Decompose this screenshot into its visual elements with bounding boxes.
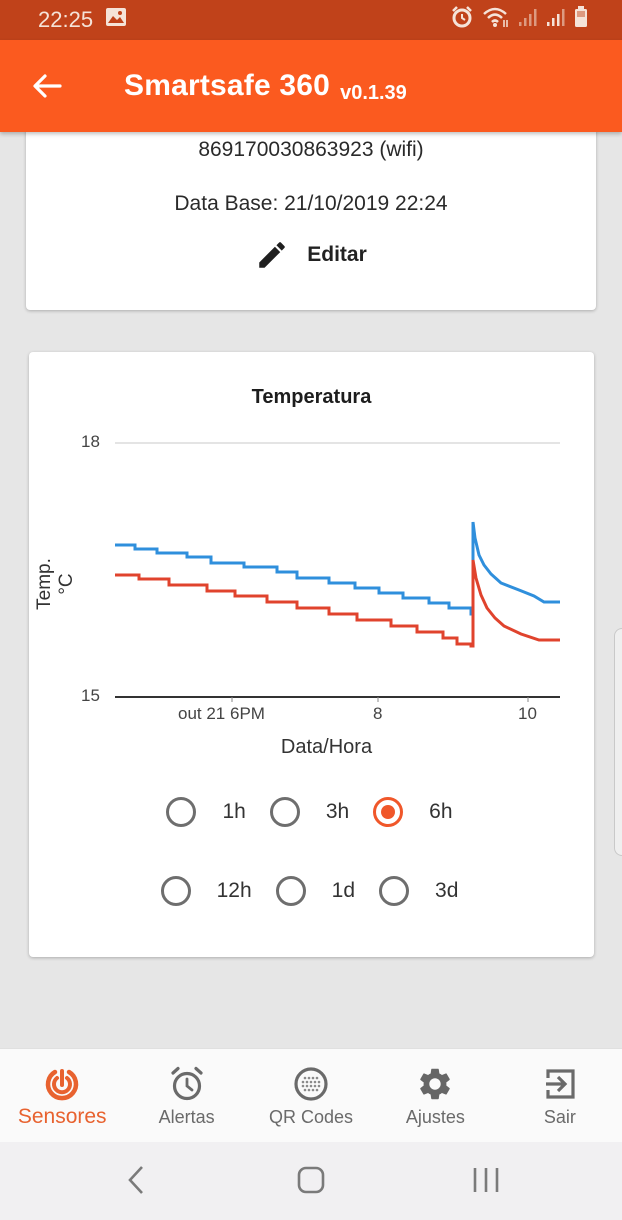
recent-apps-icon (473, 1168, 499, 1192)
alarm-icon (450, 5, 474, 35)
nav-item-qr-codes[interactable]: QR Codes (249, 1049, 373, 1142)
qr-scan-icon (294, 1067, 328, 1101)
system-home-button[interactable] (296, 1164, 326, 1201)
x-tick-10: 10 (518, 704, 537, 723)
system-back-button[interactable] (124, 1164, 148, 1201)
range-option-6h[interactable]: 6h (373, 797, 476, 827)
range-option-1d[interactable]: 1d (275, 876, 379, 906)
wifi-icon (482, 6, 510, 34)
temperature-chart-plot (115, 442, 560, 702)
arrow-left-icon (33, 74, 62, 98)
signal-icon (518, 7, 538, 33)
range-options-row-1: 1h 3h 6h (29, 797, 594, 827)
device-id: 869170030863923 (wifi) (198, 138, 424, 161)
chart-title: Temperatura (251, 386, 372, 408)
battery-icon (574, 6, 588, 34)
y-tick-18: 18 (81, 432, 100, 451)
radio-button[interactable] (166, 797, 197, 827)
chart-x-axis-label: Data/Hora (280, 736, 373, 758)
system-navigation-bar (0, 1142, 622, 1220)
exit-icon (545, 1069, 575, 1099)
radio-button[interactable] (379, 876, 410, 906)
image-notification-icon (105, 7, 127, 33)
status-time: 22:25 (38, 7, 94, 32)
device-info-card: 869170030863923 (wifi) Data Base: 21/10/… (26, 110, 596, 310)
radio-button[interactable] (269, 797, 300, 827)
alarm-clock-icon (171, 1066, 203, 1101)
y-tick-15: 15 (81, 686, 100, 705)
temperature-chart-card: Temperatura Temp. °C 18 15 out 21 6PM 8 … (29, 352, 594, 957)
gear-icon (420, 1068, 451, 1100)
edit-label: Editar (307, 243, 367, 266)
sensor-radar-icon (45, 1069, 79, 1101)
data-base-timestamp: Data Base: 21/10/2019 22:24 (174, 192, 448, 215)
x-tick-6pm: out 21 6PM (178, 704, 265, 723)
nav-item-alertas[interactable]: Alertas (124, 1049, 248, 1142)
bottom-navigation: Sensores Alertas QR Codes Ajustes (0, 1048, 622, 1142)
edit-button[interactable]: Editar (26, 238, 596, 272)
x-tick-8: 8 (373, 704, 383, 723)
range-options-row-2: 12h 1d 3d (29, 876, 594, 906)
signal-icon (546, 7, 566, 33)
radio-button[interactable] (160, 876, 191, 906)
range-option-12h[interactable]: 12h (160, 876, 276, 906)
radio-button[interactable] (275, 876, 306, 906)
nav-item-sensores[interactable]: Sensores (0, 1049, 124, 1142)
back-button[interactable] (32, 66, 82, 106)
app-version: v0.1.39 (340, 81, 407, 104)
nav-item-sair[interactable]: Sair (498, 1049, 622, 1142)
range-option-3h[interactable]: 3h (269, 797, 373, 827)
chevron-left-icon (128, 1166, 143, 1194)
app-title: Smartsafe 360 (124, 69, 331, 102)
system-recents-button[interactable] (470, 1164, 502, 1201)
range-option-3d[interactable]: 3d (379, 876, 482, 906)
pencil-icon (259, 242, 285, 268)
radio-button-selected[interactable] (373, 797, 404, 827)
status-bar: 22:25 (0, 0, 622, 40)
edge-panel-handle[interactable] (614, 628, 622, 856)
app-bar: Smartsafe 360 v0.1.39 (0, 40, 622, 132)
nav-item-ajustes[interactable]: Ajustes (373, 1049, 497, 1142)
range-option-1h[interactable]: 1h (166, 797, 269, 827)
home-icon (297, 1166, 325, 1194)
